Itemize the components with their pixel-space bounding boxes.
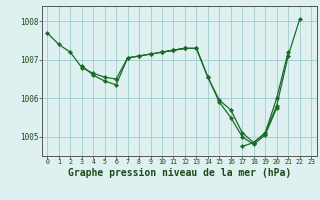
X-axis label: Graphe pression niveau de la mer (hPa): Graphe pression niveau de la mer (hPa) (68, 168, 291, 178)
